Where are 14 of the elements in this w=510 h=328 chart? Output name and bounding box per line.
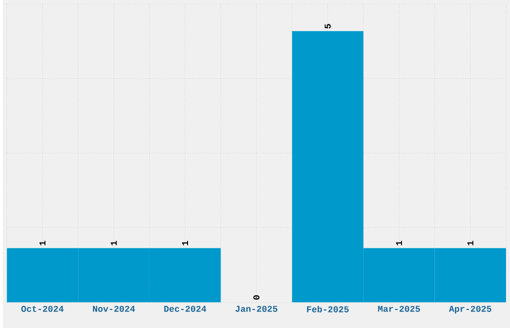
data-label: 1 bbox=[182, 240, 188, 246]
data-label: 1 bbox=[110, 240, 117, 246]
x-tick-label: Dec-2024 bbox=[164, 306, 206, 312]
data-label: 1 bbox=[40, 240, 46, 246]
data-label: 0 bbox=[253, 295, 260, 300]
data-label: 1 bbox=[396, 240, 402, 246]
x-tick-label: Mar-2025 bbox=[378, 306, 420, 312]
data-label: 5 bbox=[324, 24, 331, 28]
x-tick-label: Jan-2025 bbox=[235, 306, 278, 312]
x-tick-label: Apr-2025 bbox=[448, 306, 492, 314]
data-label: 1 bbox=[467, 240, 474, 246]
x-tick-label: Oct-2024 bbox=[21, 306, 64, 312]
x-tick-label: Nov-2024 bbox=[92, 306, 135, 312]
x-tick-label: Feb-2025 bbox=[307, 306, 349, 312]
